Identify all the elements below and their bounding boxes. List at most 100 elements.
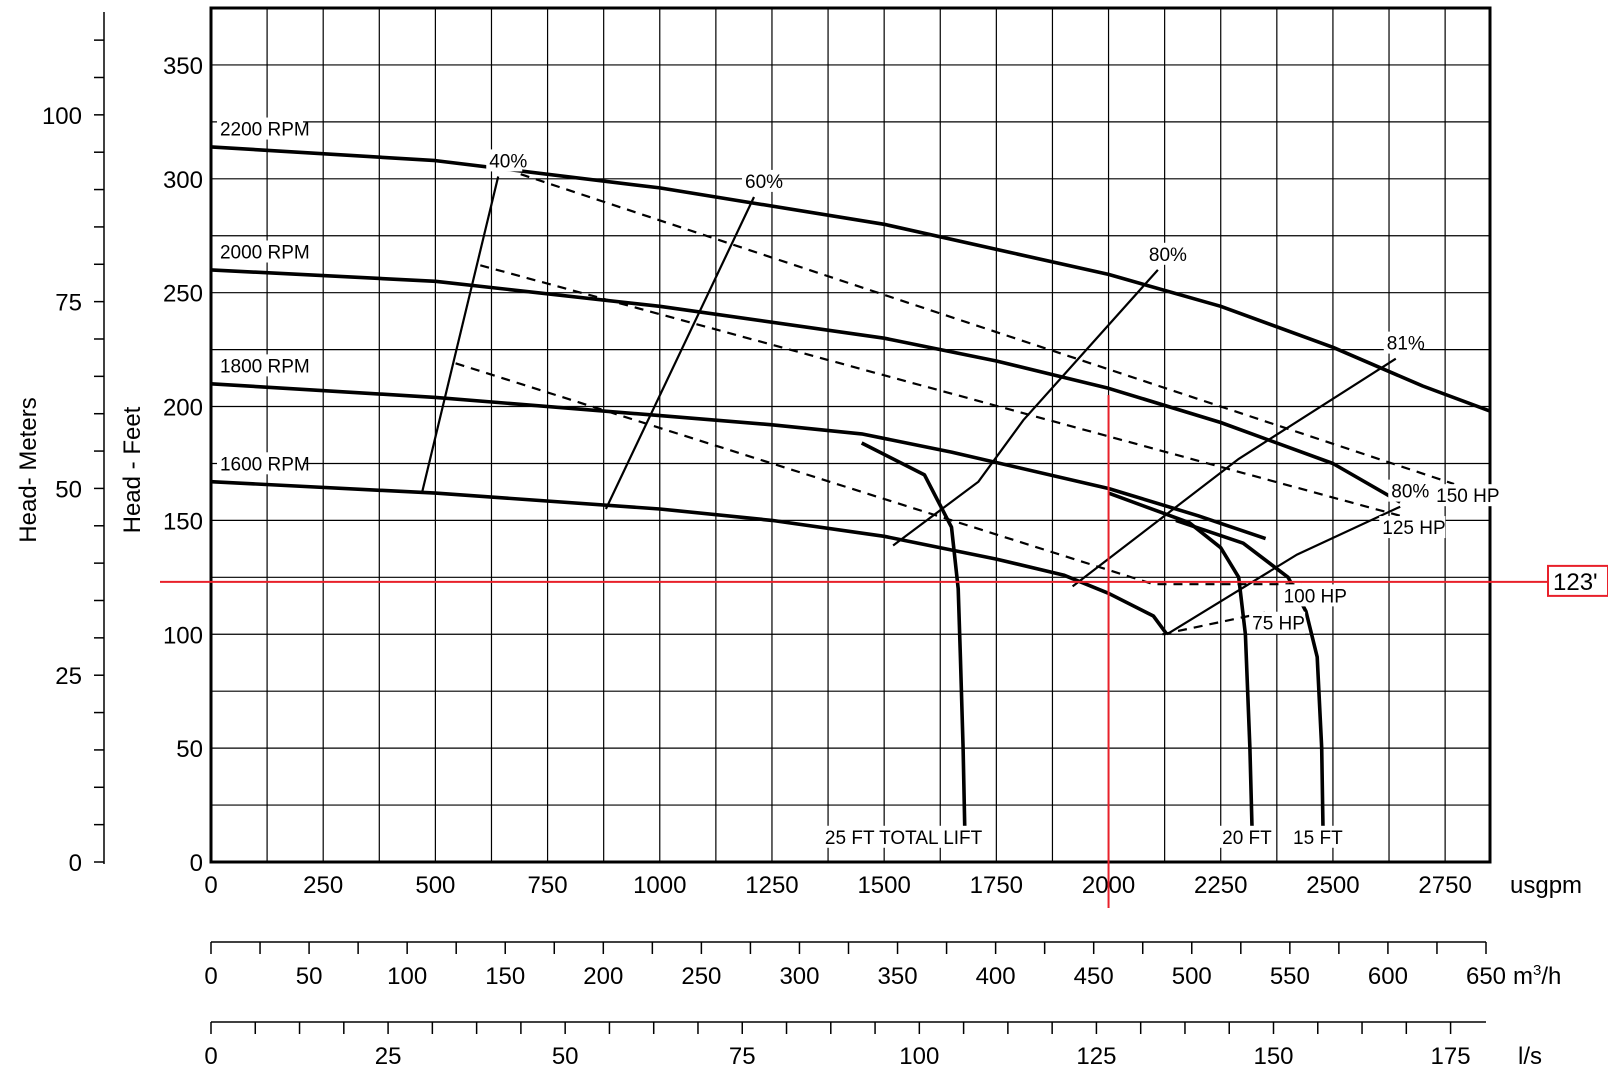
feet-axis-title: Head - Feet xyxy=(119,406,146,533)
tick-label-feet-350: 350 xyxy=(163,53,203,80)
label-150-hp: 150 HP xyxy=(1436,486,1499,507)
tick-label-m3h-450: 450 xyxy=(1074,963,1114,990)
ls-unit-label: l/s xyxy=(1518,1043,1542,1070)
tick-label-m3h-500: 500 xyxy=(1172,963,1212,990)
tick-label-m3h-250: 250 xyxy=(681,963,721,990)
label-efficiency-80-4-bg xyxy=(1388,479,1425,502)
tick-label-m3h-200: 200 xyxy=(583,963,623,990)
label-20-ft: 20 FT xyxy=(1222,828,1272,849)
label-2200-rpm-bg xyxy=(216,117,303,140)
tick-label-ls-100: 100 xyxy=(899,1043,939,1070)
plot-frame xyxy=(209,6,1492,864)
label-75-hp: 75 HP xyxy=(1252,614,1305,635)
tick-label-feet-0: 0 xyxy=(190,850,203,877)
label-150-hp-bg xyxy=(1433,484,1500,507)
label-125-hp: 125 HP xyxy=(1382,518,1445,539)
tick-label-usgpm-2750: 2750 xyxy=(1418,872,1471,899)
tick-label-feet-200: 200 xyxy=(163,395,203,422)
label-efficiency-81-3: 81% xyxy=(1387,334,1425,355)
tick-label-usgpm-1000: 1000 xyxy=(633,872,686,899)
tick-label-usgpm-500: 500 xyxy=(415,872,455,899)
tick-label-ls-75: 75 xyxy=(729,1043,756,1070)
tick-label-feet-150: 150 xyxy=(163,508,203,535)
label-15-ft: 15 FT xyxy=(1293,828,1343,849)
label-efficiency-80-2-bg xyxy=(1145,242,1182,265)
power-curve-100-hp xyxy=(455,362,1302,586)
tick-label-ls-125: 125 xyxy=(1076,1043,1116,1070)
tick-label-meters-100: 100 xyxy=(42,103,82,130)
power-curve-75-hp xyxy=(1162,610,1271,636)
reference-label: 123' xyxy=(1553,569,1598,596)
tick-label-meters-75: 75 xyxy=(55,290,82,317)
tick-label-m3h-150: 150 xyxy=(485,963,525,990)
usgpm-unit-label: usgpm xyxy=(1510,872,1582,899)
label-20-ft-bg xyxy=(1219,825,1276,848)
label-efficiency-80-4: 80% xyxy=(1391,482,1429,503)
tick-label-usgpm-1750: 1750 xyxy=(970,872,1023,899)
tick-label-usgpm-250: 250 xyxy=(303,872,343,899)
tick-label-m3h-0: 0 xyxy=(204,963,217,990)
label-1600-rpm: 1600 RPM xyxy=(220,454,310,475)
tick-label-usgpm-1500: 1500 xyxy=(857,872,910,899)
m3h-unit-label: m3/h xyxy=(1513,962,1561,990)
speed-curve-2000-rpm xyxy=(210,268,1402,504)
label-1800-rpm: 1800 RPM xyxy=(220,356,310,377)
tick-label-feet-300: 300 xyxy=(163,167,203,194)
tick-label-m3h-350: 350 xyxy=(878,963,918,990)
tick-label-feet-100: 100 xyxy=(163,622,203,649)
label-100-hp: 100 HP xyxy=(1284,586,1347,607)
speed-curve-1800-rpm xyxy=(210,382,1267,541)
label-1600-rpm-bg xyxy=(216,452,303,475)
plot-border xyxy=(209,6,1492,864)
label-1800-rpm-bg xyxy=(216,354,303,377)
label-efficiency-60-1-bg xyxy=(742,169,779,192)
tick-label-m3h-650: 650 xyxy=(1466,963,1506,990)
tick-label-ls-25: 25 xyxy=(375,1043,402,1070)
tick-label-ls-175: 175 xyxy=(1431,1043,1471,1070)
label-15-ft-bg xyxy=(1290,825,1347,848)
label-efficiency-80-2: 80% xyxy=(1149,245,1187,266)
label-2000-rpm-bg xyxy=(216,240,303,263)
tick-label-m3h-50: 50 xyxy=(296,963,323,990)
curves xyxy=(210,145,1491,835)
tick-label-m3h-550: 550 xyxy=(1270,963,1310,990)
tick-label-ls-150: 150 xyxy=(1253,1043,1293,1070)
tick-label-m3h-600: 600 xyxy=(1368,963,1408,990)
label-25-ft-total-lift-bg xyxy=(821,825,988,848)
label-25-ft-total-lift: 25 FT TOTAL LIFT xyxy=(825,828,983,849)
tick-label-usgpm-2250: 2250 xyxy=(1194,872,1247,899)
tick-label-m3h-300: 300 xyxy=(779,963,819,990)
power-curve-150-hp xyxy=(520,173,1455,486)
label-2000-rpm: 2000 RPM xyxy=(220,243,310,264)
tick-label-m3h-100: 100 xyxy=(387,963,427,990)
efficiency-curve-80-2 xyxy=(892,269,1159,547)
grid-lines xyxy=(210,7,1490,863)
label-efficiency-40-0: 40% xyxy=(489,151,527,172)
lift-curve-25-ft-total-lift xyxy=(860,441,967,835)
label-efficiency-60-1: 60% xyxy=(745,172,783,193)
tick-label-usgpm-1250: 1250 xyxy=(745,872,798,899)
tick-label-usgpm-2500: 2500 xyxy=(1306,872,1359,899)
tick-label-usgpm-750: 750 xyxy=(528,872,568,899)
label-2200-rpm: 2200 RPM xyxy=(220,120,310,141)
efficiency-curve-60-1 xyxy=(604,196,755,510)
efficiency-curve-80-4 xyxy=(1166,505,1401,636)
lift-curve-20-ft xyxy=(1107,491,1254,835)
curve-labels: 2200 RPM 2000 RPM 1800 RPM 1600 RPM 40% 60% 80… xyxy=(216,117,1500,849)
meters-axis-title: Head- Meters xyxy=(15,397,42,542)
tick-label-meters-50: 50 xyxy=(55,476,82,503)
efficiency-curve-40-0 xyxy=(420,176,500,494)
tick-label-meters-0: 0 xyxy=(69,850,82,877)
lift-curve-15-ft xyxy=(1175,518,1325,835)
reference-lines: 123' xyxy=(160,395,1608,908)
label-75-hp-bg xyxy=(1249,611,1306,634)
label-efficiency-81-3-bg xyxy=(1383,331,1420,354)
label-efficiency-40-0-bg xyxy=(486,149,523,172)
tick-label-meters-25: 25 xyxy=(55,663,82,690)
label-100-hp-bg xyxy=(1280,584,1347,607)
tick-label-feet-50: 50 xyxy=(176,736,203,763)
tick-label-ls-50: 50 xyxy=(552,1043,579,1070)
tick-label-ls-0: 0 xyxy=(204,1043,217,1070)
